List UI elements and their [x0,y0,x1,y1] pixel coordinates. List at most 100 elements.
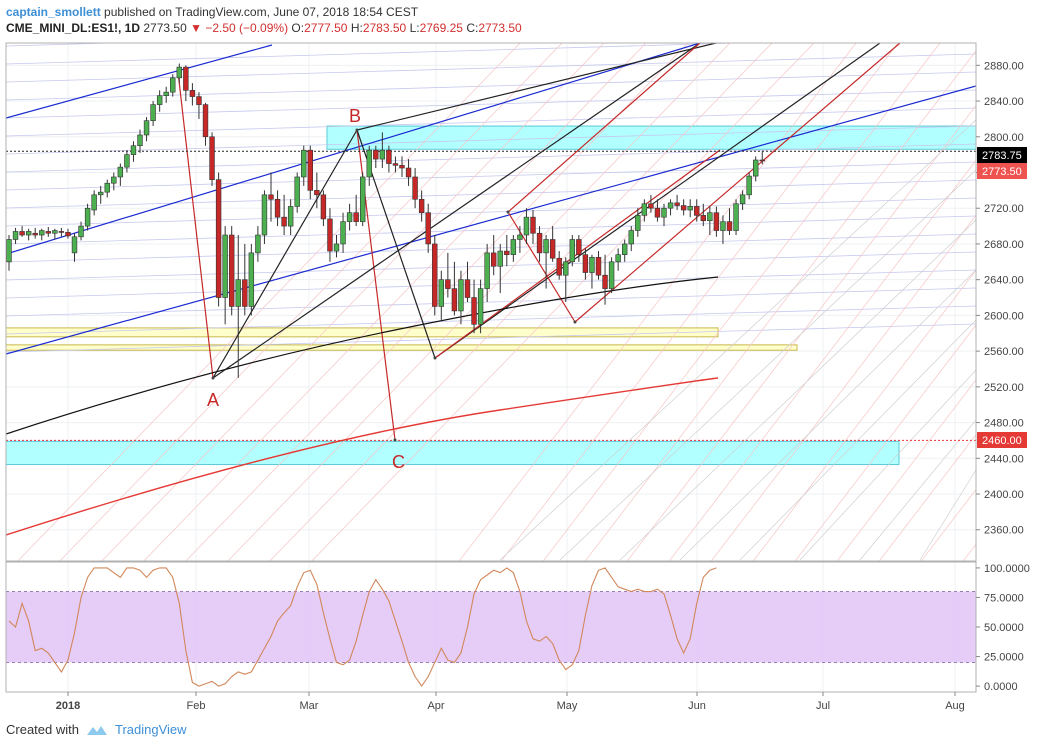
blue-fan-line [6,287,976,317]
candle-body [25,231,32,236]
candle-body [196,96,202,105]
red-channel-lower [574,43,901,323]
candle-body [497,250,503,267]
red-fan-line [185,43,689,561]
candle-body [471,297,477,325]
red-fan-line [101,43,605,561]
red-fan-line [458,43,857,561]
candle-body [111,176,117,184]
candle-body [235,279,241,307]
x-tick-label: Apr [427,700,444,712]
red-fan-line [227,43,731,561]
red-fan-line [269,43,773,561]
candle-body [333,243,340,252]
blue-fan-line [6,89,976,119]
grey-fan-line [799,369,976,561]
candles [6,63,765,378]
blue-fan-line [6,43,124,47]
blue-fan-line [6,161,976,191]
blue-fan-line [6,269,976,299]
candle-body [202,104,209,138]
candle-body [517,234,523,240]
candle-body [490,252,497,267]
osc-y-tick-label: 25.0000 [984,652,1024,664]
stoch-band [6,591,976,663]
y-tick-label: 2440.00 [984,453,1024,465]
black-channel-top [356,43,717,131]
candle-body [464,279,471,298]
candle-body [484,252,490,289]
pivot-point [355,128,359,132]
candle-body [248,252,255,307]
main-pane-border [5,42,977,562]
candle-body [117,166,124,178]
candle-body [386,149,392,164]
candle-body [635,215,641,231]
ohlc-close: 2773.50 [478,21,522,35]
ohlc-open: 2777.50 [304,21,348,35]
ohlc-low-label: L: [409,21,420,35]
pitchfork-ab [212,129,358,379]
candle-body [314,190,320,196]
pivot-label-a: A [207,390,219,410]
grey-fan-line [919,469,976,561]
candle-body [156,95,163,105]
candle-body [713,212,720,231]
candle-body [150,104,156,122]
candle-body [12,231,19,240]
candle-body [418,198,425,213]
candle-body [445,279,451,289]
blue-fan-line [6,305,976,335]
stoch-line [8,567,717,688]
grey-fan-line [859,419,976,561]
candle-body [327,218,333,252]
candle-body [504,250,510,255]
candle-body [91,194,97,211]
x-tick-label: Mar [300,700,319,712]
candle-body [563,261,569,276]
candle-body [621,243,628,255]
last-price: 2773.50 [143,21,187,35]
candle-body [576,239,582,255]
red-fan-line [542,43,941,561]
candle-body [45,231,52,234]
zones [6,125,976,466]
candle-body [71,236,78,254]
candle-body [687,206,693,211]
candle-body [170,77,176,93]
y-tick-label: 2680.00 [984,239,1024,251]
pivot-label-c: C [392,452,405,472]
osc-y-tick-label: 50.0000 [984,622,1024,634]
candle-body [451,288,458,312]
red-leg-b [507,211,576,323]
publish-info: published on TradingView.com, June 07, 2… [104,5,419,19]
ohlc-close-label: C: [466,21,479,35]
red-fan-line [17,43,521,561]
y-tick-label: 2880.00 [984,60,1024,72]
candle-body [707,212,713,222]
y-tick-label: 2720.00 [984,203,1024,215]
candle-body [39,230,45,236]
candle-body [720,221,726,231]
candle-body [52,230,58,234]
candle-body [726,221,733,231]
candle-body [130,145,137,155]
x-tick-label: Feb [187,700,206,712]
candle-body [366,149,372,178]
candle-body [340,221,346,245]
candle-body [32,232,38,236]
blue-fan-line [6,107,976,137]
candle-body [320,194,327,220]
candle-body [359,176,366,222]
tradingview-logo-icon [86,725,107,735]
brand-name[interactable]: TradingView [114,722,187,737]
candle-body [510,239,517,255]
moving-average-red [6,377,719,536]
symbol-name[interactable]: CME_MINI_DL:ES1!, 1D [6,21,141,35]
candle-body [589,257,595,273]
footer: Created with TradingView [6,722,187,737]
y-tick-label: 2560.00 [984,346,1024,358]
author-name[interactable]: captain_smollett [6,5,101,19]
candle-body [582,254,589,273]
